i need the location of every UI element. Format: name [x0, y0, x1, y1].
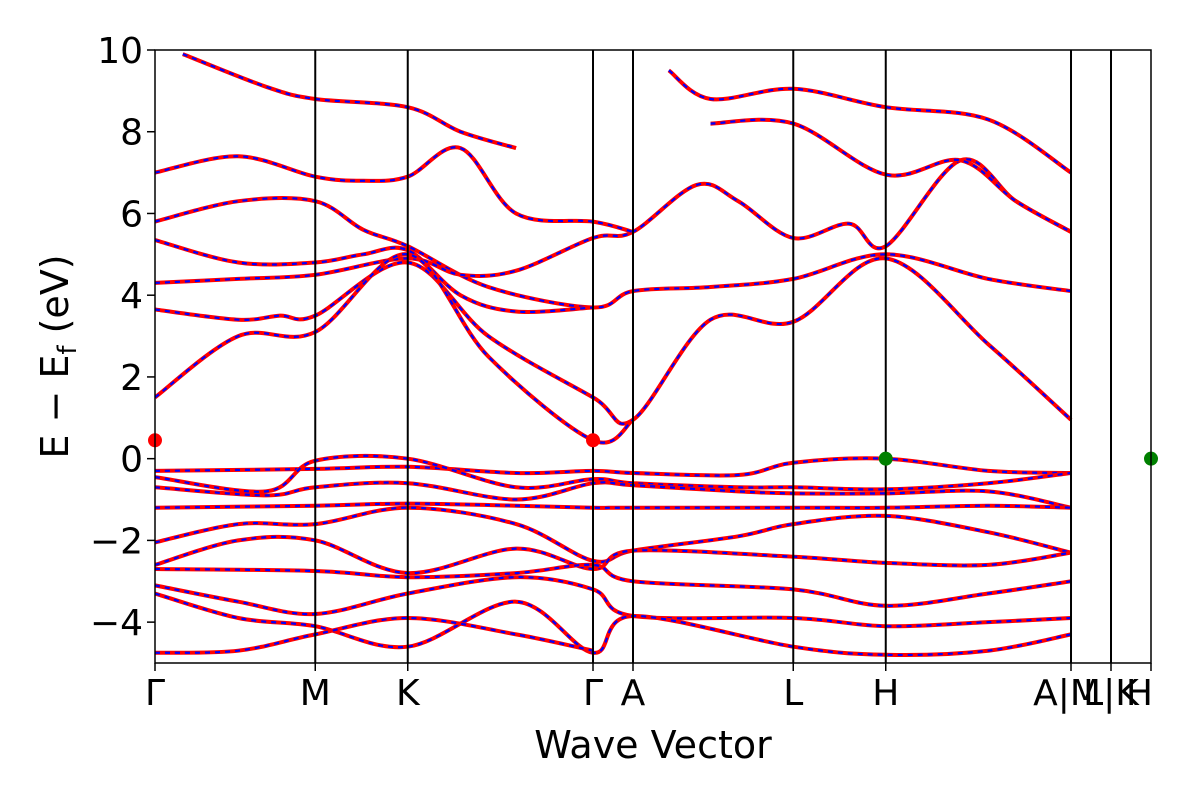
- band-line-red-15: [155, 562, 1072, 608]
- band-line-blue-18: [155, 616, 594, 654]
- x-tick-label: Γ: [583, 673, 603, 714]
- band-line-red-12: [155, 501, 1072, 510]
- band-line-red-4: [155, 252, 635, 445]
- band-line-blue-9: [155, 457, 1072, 477]
- y-tick-label: 10: [97, 31, 143, 72]
- band-line-red-5: [155, 145, 634, 234]
- band-line-blue-1: [155, 238, 594, 314]
- x-tick-label: A|M: [1033, 673, 1101, 714]
- band-line-blue-15: [155, 563, 1072, 607]
- marker-vbm-2: [878, 451, 893, 466]
- band-line-red-18: [155, 615, 594, 655]
- band-line-blue-12: [155, 502, 1072, 509]
- band-line-blue-4: [155, 253, 634, 444]
- y-tick-label: 8: [120, 113, 143, 154]
- plot-frame: [154, 49, 1152, 664]
- band-line-blue-6: [710, 118, 1072, 233]
- x-tick-label: L: [783, 673, 803, 714]
- marker-cbm-1: [586, 433, 601, 448]
- x-tick-label: M: [300, 673, 331, 714]
- high-symmetry-lines: [314, 50, 1113, 663]
- y-axis-title-main: E − E: [33, 355, 77, 459]
- y-axis-title-unit: (eV): [33, 254, 77, 345]
- band-line-blue-14: [155, 535, 1072, 575]
- y-tick-label: 6: [120, 194, 143, 235]
- y-tick-label: 0: [120, 440, 143, 481]
- x-tick-label: H: [1126, 673, 1153, 714]
- y-axis-title-sub: f: [53, 345, 83, 355]
- y-axis-ticks: −4 −2 0 2 4 6 8 10: [90, 31, 155, 644]
- x-axis-title: Wave Vector: [534, 723, 772, 767]
- band-line-blue-5: [155, 146, 634, 233]
- x-tick-label: L|K: [1083, 673, 1140, 714]
- x-tick-label: A: [621, 673, 646, 714]
- band-line-blue-16: [155, 576, 1072, 628]
- y-axis-title: E − Ef (eV): [33, 254, 83, 458]
- x-tick-label: Γ: [145, 673, 165, 714]
- y-tick-label: 2: [120, 358, 143, 399]
- band-line-blue-8: [182, 53, 517, 150]
- band-line-blue-7: [668, 69, 1072, 174]
- band-line-red-9: [155, 456, 1072, 478]
- x-tick-label: H: [872, 673, 899, 714]
- x-axis-ticks: Γ M K Γ A L H A|ML|KH: [145, 663, 1153, 714]
- band-line-blue-2: [155, 158, 1072, 284]
- band-line-blue-11: [155, 481, 1072, 509]
- band-line-red-3: [155, 256, 1073, 426]
- y-tick-label: −4: [90, 603, 143, 644]
- y-tick-label: 4: [120, 276, 143, 317]
- band-line-blue-3: [155, 257, 1072, 425]
- extrema-markers: [148, 433, 1158, 466]
- band-line-blue-10: [155, 454, 1072, 493]
- y-tick-label: −2: [90, 521, 143, 562]
- x-tick-label: K: [396, 673, 421, 714]
- band-lines: [155, 52, 1073, 657]
